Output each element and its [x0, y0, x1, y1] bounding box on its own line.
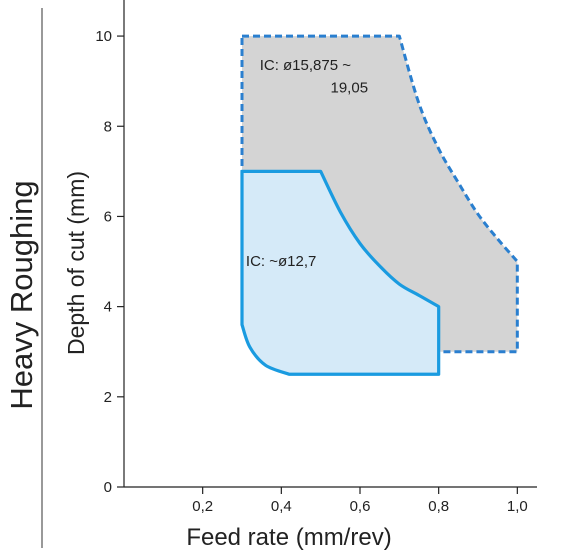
x-tick-label: 1,0: [507, 498, 528, 515]
region-label-ic-15875-line2: 19,05: [331, 79, 369, 96]
regions: [240, 34, 519, 376]
region-label-ic-15875-line1: IC: ø15,875 ~: [260, 57, 352, 74]
axes: 0,2 0,4 0,6 0,8 1,0 0 2 4 6 8 10: [95, 0, 537, 515]
y-tick-label: 8: [104, 118, 112, 135]
region-ic-127: [240, 169, 441, 376]
x-tick-label: 0,8: [428, 498, 449, 515]
region-labels: IC: ø15,875 ~ 19,05 IC: ~ø12,7: [246, 57, 368, 270]
x-tick-label: 0,6: [350, 498, 371, 515]
y-tick-label: 2: [104, 389, 112, 406]
x-axis-title: Feed rate (mm/rev): [186, 524, 391, 551]
side-label: Heavy Roughing: [4, 180, 39, 409]
x-tick-label: 0,4: [271, 498, 292, 515]
x-tick-label: 0,2: [192, 498, 213, 515]
y-axis-title: Depth of cut (mm): [63, 171, 89, 355]
y-tick-label: 4: [104, 299, 112, 316]
region-label-ic-127: IC: ~ø12,7: [246, 253, 316, 270]
y-tick-label: 0: [104, 479, 112, 496]
y-tick-label: 6: [104, 208, 112, 225]
y-tick-label: 10: [95, 28, 112, 45]
